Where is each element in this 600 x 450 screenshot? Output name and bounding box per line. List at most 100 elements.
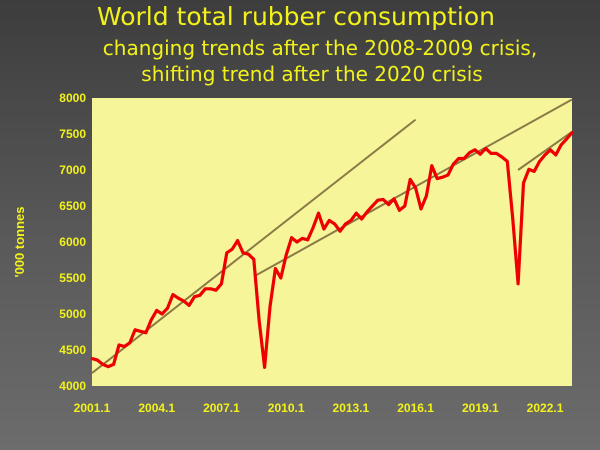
data-point <box>532 170 536 173</box>
x-tick-label: 2013.1 <box>333 401 370 415</box>
data-point <box>365 210 369 214</box>
data-point <box>398 208 401 212</box>
data-point <box>376 198 380 202</box>
data-point <box>257 319 261 323</box>
data-point <box>144 331 148 335</box>
trend-line-3 <box>517 131 573 171</box>
y-tick-label: 4000 <box>59 379 86 393</box>
data-point <box>559 143 563 147</box>
data-point <box>333 222 337 226</box>
data-point <box>247 252 250 256</box>
y-tick-label: 5000 <box>59 307 86 321</box>
data-point <box>295 240 299 244</box>
data-point <box>279 276 283 280</box>
data-point <box>392 197 396 201</box>
data-point <box>176 296 180 300</box>
data-point <box>462 157 466 160</box>
x-tick-label: 2007.1 <box>203 401 240 415</box>
data-point <box>300 237 304 240</box>
y-tick-label: 5500 <box>59 271 86 285</box>
data-point <box>457 157 461 160</box>
data-point <box>381 198 385 201</box>
data-point <box>360 217 364 221</box>
data-point <box>128 341 132 345</box>
data-point <box>236 239 240 242</box>
y-tick-label: 6500 <box>59 199 86 213</box>
data-point <box>268 305 272 309</box>
data-point <box>387 203 391 206</box>
data-point <box>90 357 94 361</box>
chart-subtitle-2: shifting trend after the 2020 crisis <box>141 62 483 86</box>
data-point <box>408 177 412 181</box>
data-point <box>538 159 542 163</box>
x-tick-label: 2022.1 <box>527 401 564 415</box>
plot-area <box>92 98 572 386</box>
data-point <box>149 318 153 322</box>
trend-line-2 <box>253 98 573 278</box>
data-point <box>424 194 428 198</box>
data-point <box>230 247 234 251</box>
data-point <box>446 173 450 177</box>
data-point <box>344 222 347 226</box>
data-point <box>252 257 256 261</box>
data-point <box>527 167 531 171</box>
chart-subtitle-1: changing trends after the 2008-2009 cris… <box>102 36 538 60</box>
data-point <box>495 152 498 155</box>
data-point <box>522 181 525 185</box>
data-point <box>171 293 175 296</box>
data-point <box>430 164 434 168</box>
x-tick-label: 2019.1 <box>462 401 499 415</box>
data-point <box>484 147 488 150</box>
data-point <box>225 251 229 255</box>
data-point <box>473 148 477 152</box>
data-point <box>322 227 326 231</box>
data-point <box>311 226 315 230</box>
series-points <box>90 131 574 369</box>
data-point <box>220 282 223 286</box>
y-axis-ticks: 4000 4500 5000 5500 6000 6500 7000 7500 8000 <box>59 91 86 393</box>
data-point <box>543 153 547 157</box>
data-point <box>338 229 342 233</box>
y-tick-label: 7500 <box>59 127 86 141</box>
data-point <box>554 153 558 157</box>
data-point <box>354 211 358 215</box>
x-tick-label: 2004.1 <box>138 401 175 415</box>
chart-title: World total rubber consumption <box>96 2 496 31</box>
data-point <box>139 329 142 333</box>
data-point <box>112 363 115 366</box>
data-point <box>155 309 159 312</box>
data-point <box>468 151 471 155</box>
data-point <box>306 238 310 242</box>
data-point <box>117 343 121 347</box>
y-axis-label: '000 tonnes <box>12 206 27 277</box>
data-point <box>500 155 504 159</box>
data-point <box>549 148 552 152</box>
data-point <box>570 131 574 134</box>
data-point <box>349 219 353 222</box>
data-point <box>451 162 455 166</box>
data-point <box>263 365 266 369</box>
data-point <box>419 207 423 211</box>
data-point <box>371 204 374 208</box>
data-point <box>160 312 164 316</box>
data-point <box>414 186 417 190</box>
data-point <box>122 345 126 348</box>
data-point <box>435 177 439 181</box>
data-point <box>187 303 191 307</box>
data-point <box>273 267 277 271</box>
y-tick-label: 7000 <box>59 163 86 177</box>
y-tick-label: 6000 <box>59 235 86 249</box>
data-point <box>133 328 137 332</box>
data-point <box>511 216 515 220</box>
data-point <box>403 204 407 208</box>
data-point <box>290 236 293 240</box>
data-point <box>441 175 444 179</box>
data-point <box>241 251 245 255</box>
data-point <box>214 288 218 292</box>
data-point <box>478 152 482 156</box>
data-point <box>327 219 331 222</box>
y-tick-label: 4500 <box>59 343 86 357</box>
x-axis-ticks: 2001.1 2004.1 2007.1 2010.1 2013.1 2016.1 2019… <box>74 401 564 415</box>
data-point <box>516 282 520 286</box>
